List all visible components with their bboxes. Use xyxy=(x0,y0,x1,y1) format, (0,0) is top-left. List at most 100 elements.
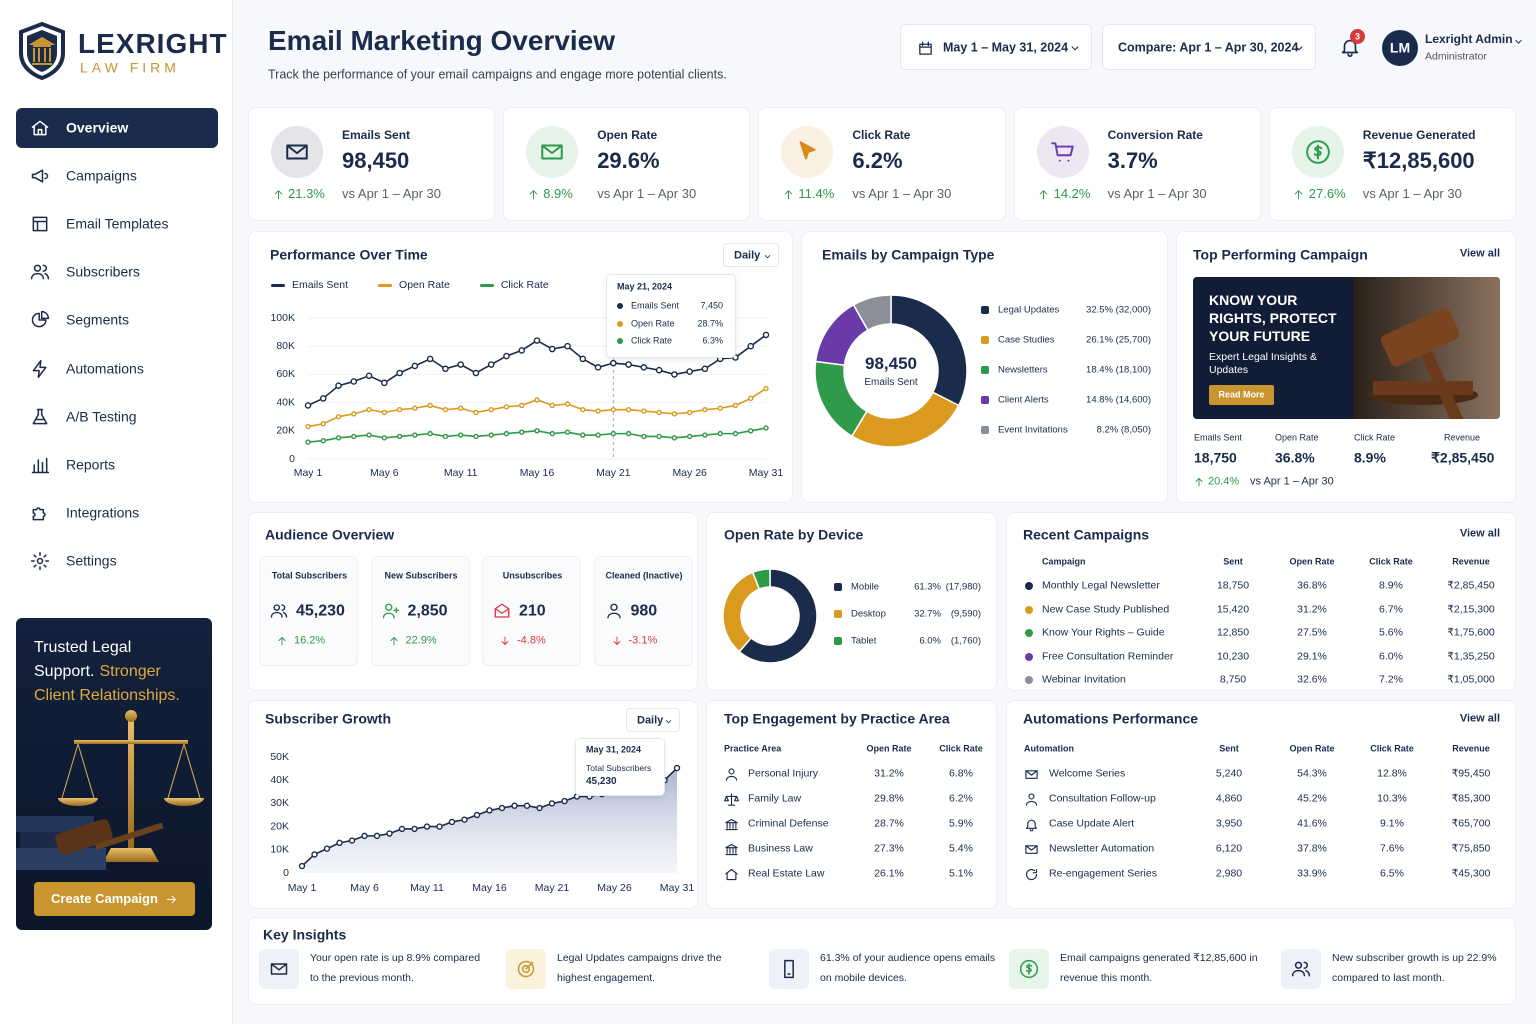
read-more-button[interactable]: Read More xyxy=(1209,385,1274,405)
y-tick-label: 100K xyxy=(270,312,295,324)
donut-slice xyxy=(751,568,771,591)
icon xyxy=(1291,961,1311,977)
data-point xyxy=(655,366,663,374)
data-point xyxy=(398,825,406,833)
view-all-link[interactable]: View all xyxy=(1459,712,1500,725)
nav-item[interactable]: Segments xyxy=(16,300,218,340)
avatar-initials: LM xyxy=(1389,39,1411,56)
table-cell: 6.0% xyxy=(1379,650,1403,663)
icon xyxy=(764,254,770,258)
kpi-label: Click Rate xyxy=(852,127,911,142)
table-cell: 7.2% xyxy=(1379,673,1403,686)
data-point xyxy=(671,435,678,441)
kpi-change: 21.3% xyxy=(288,186,325,202)
table-cell: 37.8% xyxy=(1297,842,1327,855)
nav-item[interactable]: Campaigns xyxy=(16,156,218,196)
nav-item[interactable]: Overview xyxy=(16,108,218,148)
table-cell: 29.1% xyxy=(1297,650,1327,663)
legend-label: Click Rate xyxy=(500,279,549,291)
nav-item[interactable]: A/B Testing xyxy=(16,397,218,437)
data-point xyxy=(350,378,358,385)
value-label: 61.3% xyxy=(914,581,941,593)
table-cell: 41.6% xyxy=(1297,817,1327,830)
card-label: Unsubscribes xyxy=(502,570,563,581)
donut-center-label: Emails Sent xyxy=(864,377,918,388)
period-select[interactable]: Daily xyxy=(723,243,779,267)
user-menu[interactable]: LM Lexright Admin Administrator xyxy=(1382,30,1532,68)
period-select[interactable]: Daily xyxy=(626,708,680,732)
table-cell: Business Law xyxy=(748,842,813,855)
data-point xyxy=(686,409,693,416)
icon xyxy=(278,637,286,646)
table-cell: Criminal Defense xyxy=(748,817,829,830)
data-point xyxy=(411,825,418,833)
date-picker[interactable]: Compare: Apr 1 – Apr 30, 2024 xyxy=(1102,24,1316,70)
icon xyxy=(1025,792,1037,806)
data-point xyxy=(351,411,357,417)
table-cell: Welcome Series xyxy=(1049,767,1126,780)
nav-label: Email Templates xyxy=(66,215,169,232)
data-point xyxy=(594,364,602,371)
nav-item[interactable]: Integrations xyxy=(16,493,218,533)
table-header: Sent xyxy=(1219,743,1239,754)
icon xyxy=(724,868,738,880)
notification-bell[interactable]: 3 xyxy=(1336,29,1366,62)
icon xyxy=(606,603,621,619)
data-point xyxy=(488,406,494,413)
stat-value: 18,750 xyxy=(1194,449,1237,466)
data-point xyxy=(320,437,326,444)
view-all-link[interactable]: View all xyxy=(1459,527,1500,540)
tooltip-dot xyxy=(617,338,623,344)
audience-card: Cleaned (Inactive) 980 -3.1% xyxy=(593,556,693,666)
icon xyxy=(31,169,49,183)
table-header: Click Rate xyxy=(1370,743,1414,754)
value-label: 8.2% (8,050) xyxy=(1096,424,1151,436)
data-point xyxy=(519,429,525,435)
nav-label: Subscribers xyxy=(66,263,140,280)
view-all-link[interactable]: View all xyxy=(1459,247,1500,260)
y-tick-label: 80K xyxy=(276,340,295,352)
y-tick-label: 60K xyxy=(276,368,295,380)
insight-text: Email campaigns generated ₹12,85,600 in … xyxy=(1060,952,1258,984)
data-point xyxy=(436,823,443,830)
data-point xyxy=(423,823,431,830)
data-point xyxy=(763,425,769,431)
date-picker[interactable]: May 1 – May 31, 2024 xyxy=(900,24,1092,70)
data-point xyxy=(702,432,708,438)
legend-label: Emails Sent xyxy=(292,279,349,291)
table-cell: Free Consultation Reminder xyxy=(1042,650,1174,663)
nav-item[interactable]: Reports xyxy=(16,445,218,485)
kpi-compare: vs Apr 1 – Apr 30 xyxy=(342,186,442,202)
icon xyxy=(1024,844,1038,854)
table-cell: 32.6% xyxy=(1297,673,1327,686)
data-point xyxy=(442,433,449,440)
panel-title: Automations Performance xyxy=(1023,710,1199,727)
data-point xyxy=(472,369,480,377)
stat-value: 36.8% xyxy=(1275,449,1315,466)
table-cell: ₹75,850 xyxy=(1451,842,1491,855)
data-point xyxy=(457,432,464,438)
button-label: Create Campaign xyxy=(51,891,158,907)
kpi-card: Conversion Rate 3.7% 14.2% vs Apr 1 – Apr 3… xyxy=(1013,107,1261,221)
data-point xyxy=(488,432,494,438)
nav-item[interactable]: Settings xyxy=(16,541,218,581)
icon xyxy=(918,40,932,55)
panel-title: Audience Overview xyxy=(265,526,395,543)
data-point xyxy=(412,432,418,438)
data-point xyxy=(701,365,709,373)
kpi-compare: vs Apr 1 – Apr 30 xyxy=(852,186,952,202)
create-campaign-button[interactable]: Create Campaign xyxy=(34,882,195,916)
table-cell: 26.1% xyxy=(874,867,904,880)
icon xyxy=(1071,46,1079,51)
data-point xyxy=(365,372,373,380)
nav-item[interactable]: Automations xyxy=(16,349,218,389)
table-cell: Newsletter Automation xyxy=(1049,842,1155,855)
legend-label: Desktop xyxy=(851,608,886,620)
value-label: 26.1% (25,700) xyxy=(1086,334,1151,346)
nav-item[interactable]: Subscribers xyxy=(16,252,218,292)
icon xyxy=(501,636,509,645)
table-cell: New Case Study Published xyxy=(1042,603,1170,616)
data-point xyxy=(351,433,357,440)
nav-item[interactable]: Email Templates xyxy=(16,204,218,244)
table-cell: 31.2% xyxy=(1297,603,1327,616)
